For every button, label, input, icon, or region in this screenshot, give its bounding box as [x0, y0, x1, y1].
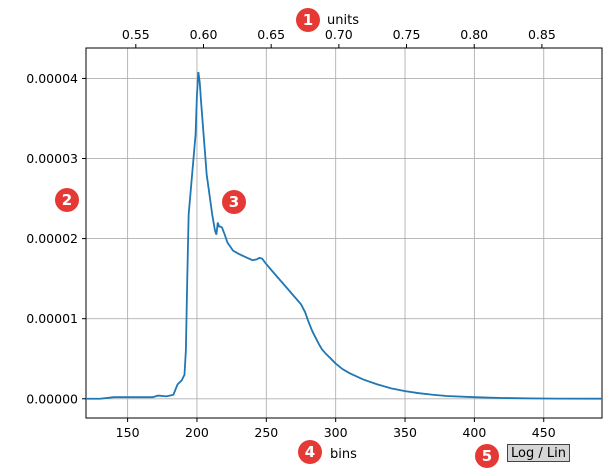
x-tick-label: 350: [393, 425, 417, 440]
marker-3: 3: [222, 190, 246, 214]
series-line: [86, 71, 603, 400]
x-tick-label: 300: [324, 425, 348, 440]
x2-tick-label: 0.75: [393, 27, 421, 42]
marker-5-badge: [475, 444, 499, 468]
y-tick-label: 0.00000: [26, 391, 78, 406]
y-tick-label: 0.00003: [26, 151, 78, 166]
marker-1-number: 1: [303, 11, 313, 29]
marker-2-number: 2: [62, 191, 72, 209]
marker-1-badge: [296, 8, 320, 32]
x2-tick-label: 0.55: [122, 27, 150, 42]
y-tick-label: 0.00002: [26, 231, 78, 246]
marker-3-badge: [222, 190, 246, 214]
marker-1: 1: [296, 8, 320, 32]
x2-axis-label: units: [327, 13, 359, 28]
marker-3-number: 3: [229, 193, 239, 211]
secondary-x-axis: 0.55 0.60 0.65 0.70 0.75 0.80 0.85: [122, 27, 556, 48]
y-tick-label: 0.00001: [26, 311, 78, 326]
marker-2: 2: [55, 188, 79, 212]
x-tick-label: 150: [116, 425, 140, 440]
x-tick-label: 250: [254, 425, 278, 440]
y-tick-label: 0.00004: [26, 71, 78, 86]
log-linear-toggle-button[interactable]: Log / Lin: [507, 444, 570, 462]
grid: [86, 48, 602, 418]
marker-4-number: 4: [305, 443, 315, 461]
x2-tick-label: 0.65: [257, 27, 285, 42]
marker-5: 5: [475, 444, 499, 468]
marker-2-badge: [55, 188, 79, 212]
marker-4: 4: [298, 440, 322, 464]
y-axis: 0.00000 0.00001 0.00002 0.00003 0.00004: [26, 71, 86, 406]
x-tick-label: 200: [185, 425, 209, 440]
x-axis: 150 200 250 300 350 400 450: [116, 418, 556, 440]
plot-area-frame: [85, 47, 603, 419]
x-tick-label: 400: [462, 425, 486, 440]
x2-tick-label: 0.60: [190, 27, 218, 42]
marker-4-badge: [298, 440, 322, 464]
x-tick-label: 450: [532, 425, 556, 440]
x2-tick-label: 0.70: [325, 27, 353, 42]
x-axis-label: bins: [330, 447, 357, 462]
x2-tick-label: 0.85: [528, 27, 556, 42]
x2-tick-label: 0.80: [460, 27, 488, 42]
marker-5-number: 5: [482, 447, 492, 465]
